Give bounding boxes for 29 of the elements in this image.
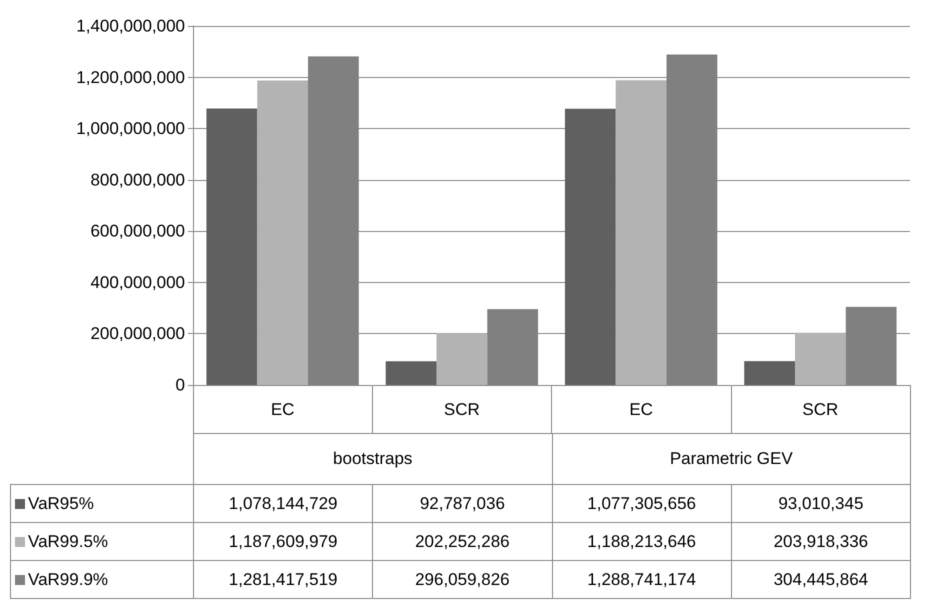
y-tick-label: 600,000,000 — [90, 222, 185, 241]
data-label: 1,188,213,646 — [552, 522, 732, 560]
legend-label: VaR99.5% — [10, 522, 194, 560]
y-tick-label: 1,400,000,000 — [76, 16, 185, 36]
data-label: 92,787,036 — [372, 484, 552, 522]
data-label: 1,078,144,729 — [194, 484, 373, 522]
data-label: 202,252,286 — [372, 522, 552, 560]
data-label: 1,288,741,174 — [552, 560, 732, 598]
y-tick-label: 400,000,000 — [90, 272, 185, 292]
data-label: 296,059,826 — [372, 560, 552, 598]
data-label: 1,077,305,656 — [552, 484, 732, 522]
legend-label: VaR95% — [10, 484, 194, 522]
legend-label: VaR99.9% — [10, 560, 194, 598]
data-label: 93,010,345 — [731, 484, 910, 522]
x-tick-label: EC — [629, 400, 653, 419]
y-tick-label: 1,000,000,000 — [76, 119, 185, 138]
data-label: 1,187,609,979 — [194, 522, 373, 560]
x-tick-label: EC — [270, 400, 294, 419]
x-tick-label: SCR — [802, 400, 838, 419]
y-tick-label: 0 — [176, 376, 185, 394]
data-label: 203,918,336 — [731, 522, 910, 560]
y-tick-label: 1,200,000,000 — [76, 68, 185, 87]
text: Parametric GEV — [552, 434, 910, 484]
y-tick-label: 800,000,000 — [90, 170, 185, 190]
text: bootstraps — [194, 434, 552, 484]
data-label: 304,445,864 — [731, 560, 910, 598]
data-label: 1,281,417,519 — [194, 560, 373, 598]
x-tick-label: SCR — [444, 400, 480, 419]
y-tick-label: 200,000,000 — [90, 324, 185, 344]
